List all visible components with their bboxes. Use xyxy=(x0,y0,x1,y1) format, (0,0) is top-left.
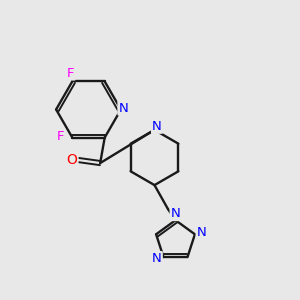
Text: N: N xyxy=(152,252,162,265)
Text: O: O xyxy=(67,153,77,167)
Text: F: F xyxy=(67,67,75,80)
Text: N: N xyxy=(196,226,206,239)
Text: N: N xyxy=(118,101,128,115)
Text: F: F xyxy=(57,130,65,142)
Text: N: N xyxy=(171,207,180,220)
Text: N: N xyxy=(152,120,162,133)
